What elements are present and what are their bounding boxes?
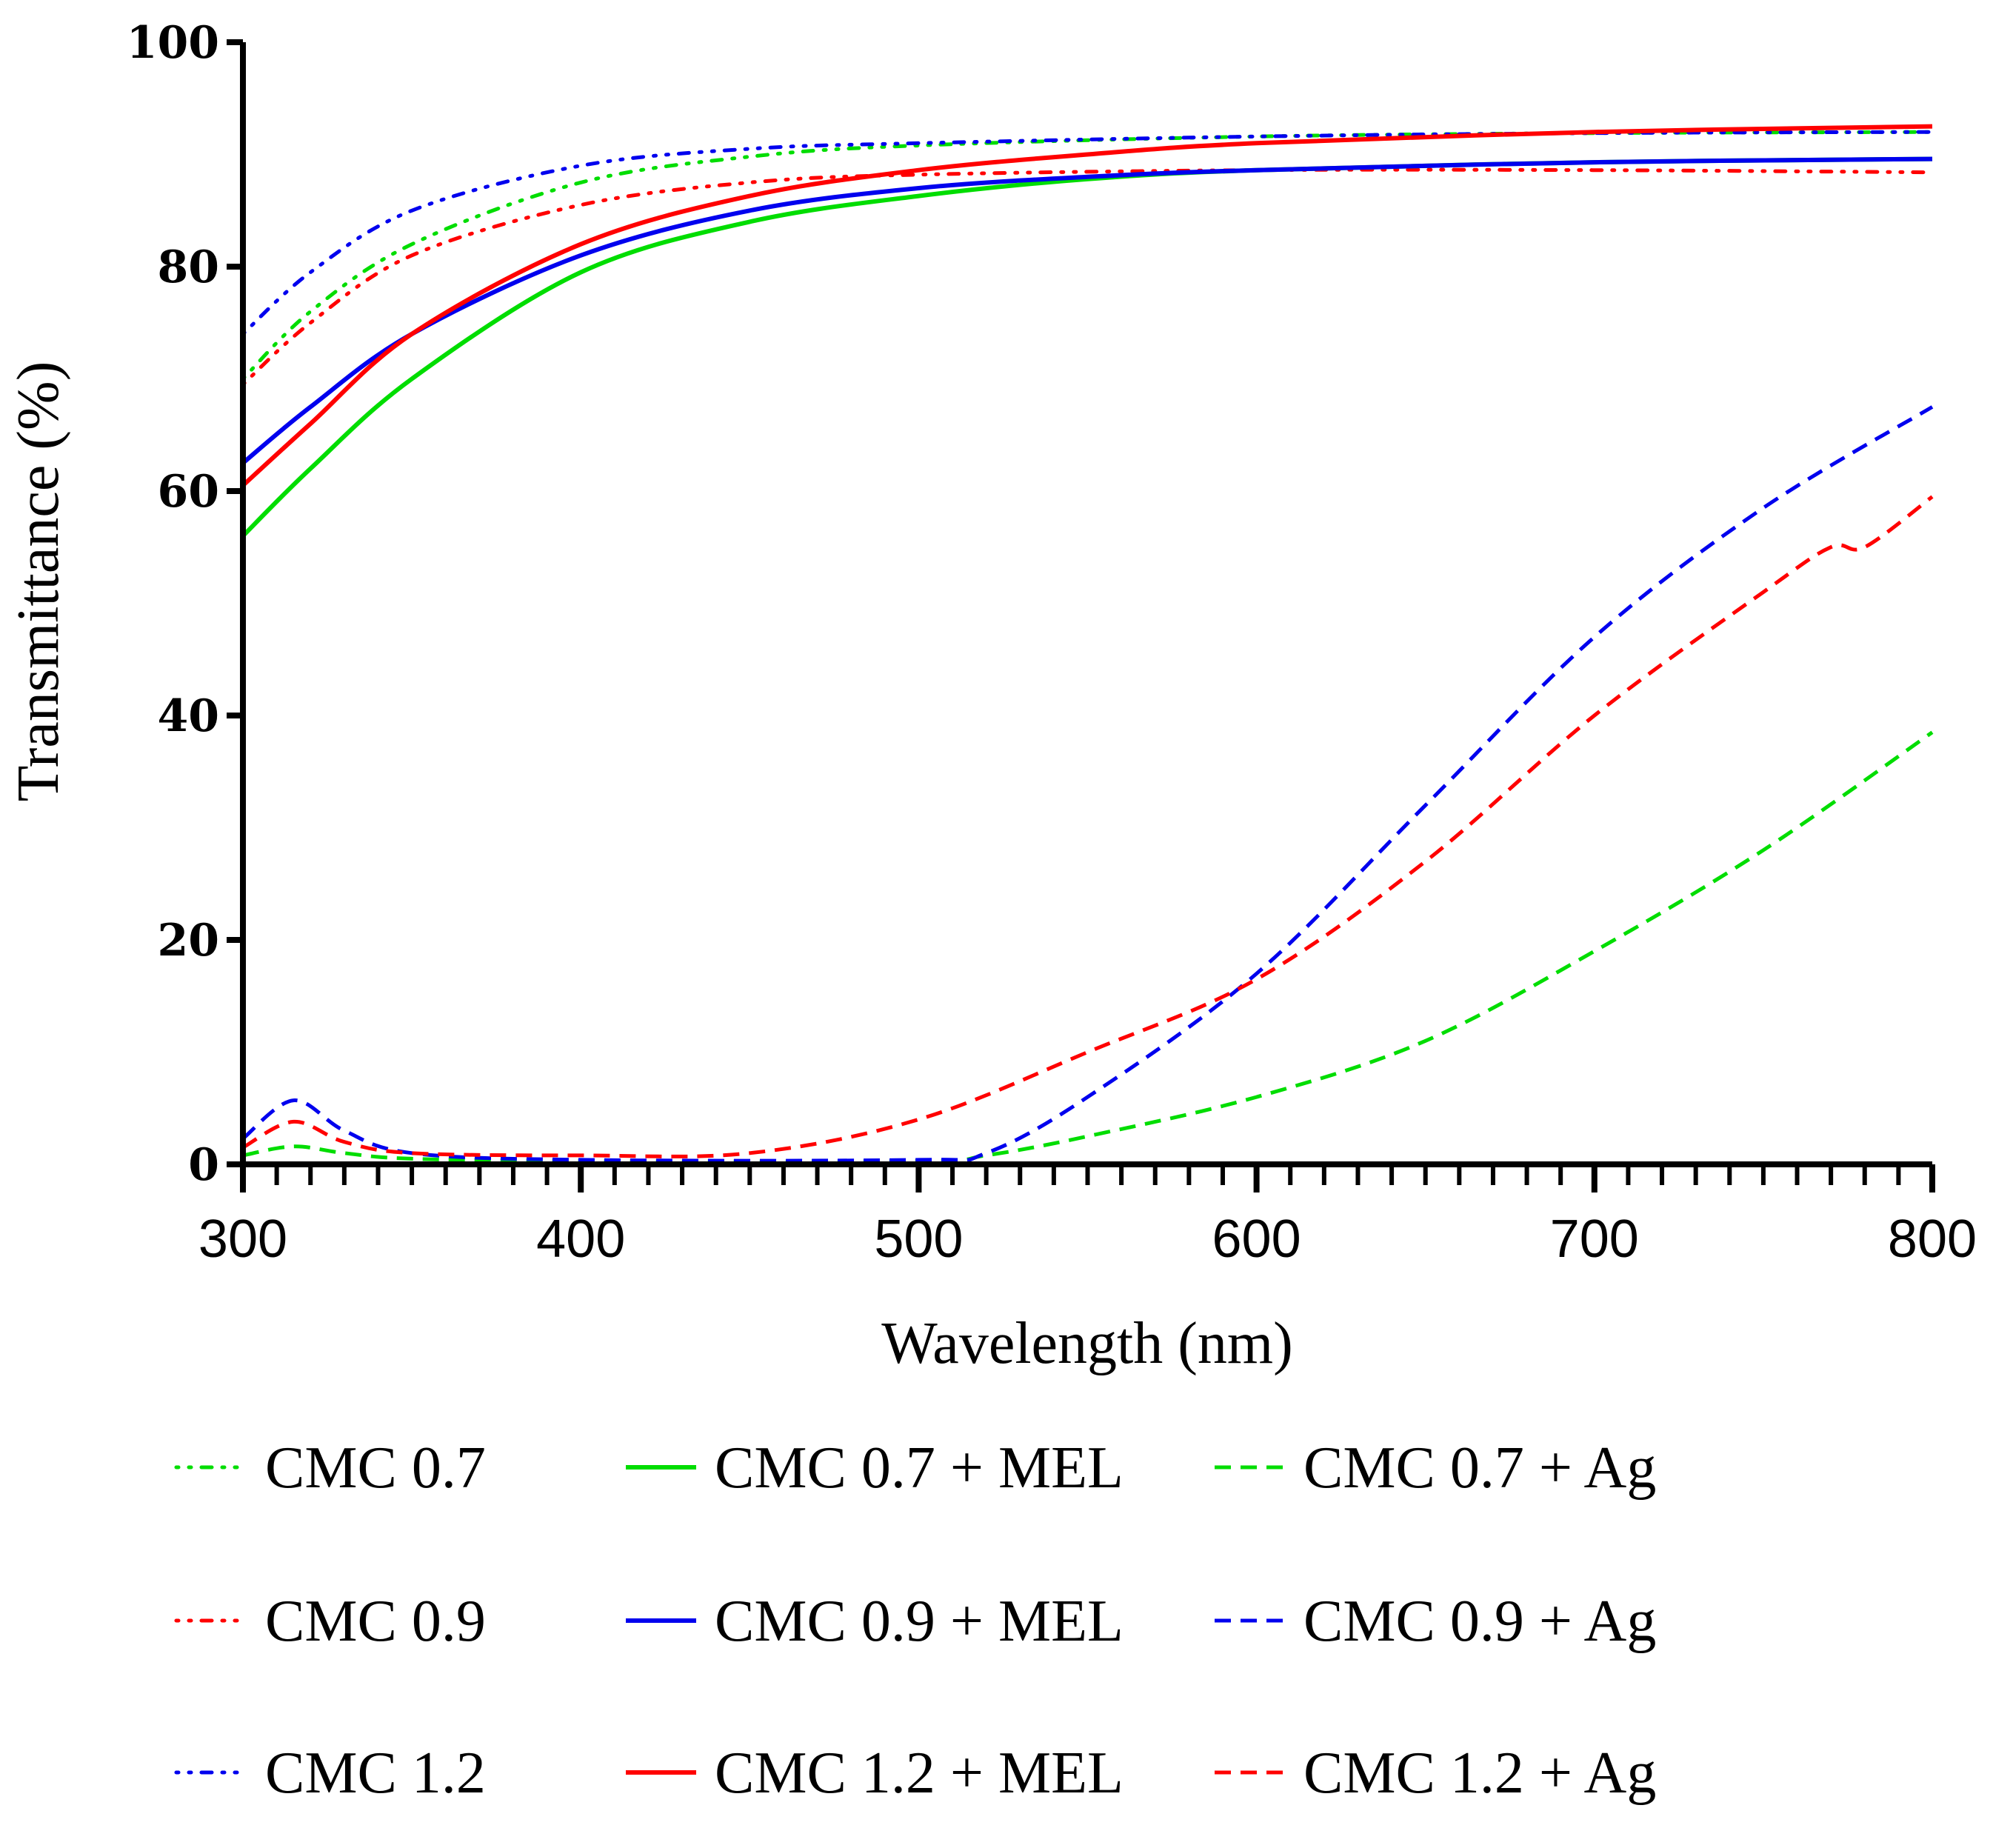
- x-tick-label-5: 800: [1888, 1210, 1977, 1269]
- legend-item-7: CMC 0.9 + Ag: [1215, 1589, 1656, 1654]
- legend-item-6: CMC 0.7 + Ag: [1215, 1435, 1656, 1501]
- legend-item-0: CMC 0.7: [174, 1435, 486, 1501]
- x-tick-label-2: 500: [874, 1210, 963, 1269]
- legend-label-3: CMC 0.7 + MEL: [715, 1435, 1124, 1501]
- legend-label-7: CMC 0.9 + Ag: [1303, 1589, 1656, 1654]
- legend-label-1: CMC 0.9: [265, 1589, 486, 1654]
- legend-label-2: CMC 1.2: [265, 1741, 486, 1806]
- series-line-8: [241, 495, 1934, 1158]
- y-tick-label-2: 40: [158, 690, 220, 742]
- series-line-4: [241, 156, 1933, 465]
- x-tick-label-0: 300: [198, 1210, 287, 1269]
- series-layer: [241, 124, 1934, 1164]
- x-tick-label-3: 600: [1212, 1210, 1301, 1269]
- y-tick-label-1: 20: [158, 915, 220, 967]
- series-line-0: [241, 130, 1934, 381]
- series-line-1: [241, 167, 1934, 387]
- legend-item-1: CMC 0.9: [174, 1589, 486, 1654]
- legend-item-3: CMC 0.7 + MEL: [626, 1435, 1124, 1501]
- x-tick-label-4: 700: [1550, 1210, 1639, 1269]
- y-tick-label-4: 80: [158, 241, 220, 293]
- legend-label-4: CMC 0.9 + MEL: [715, 1589, 1124, 1654]
- x-tick-label-1: 400: [536, 1210, 625, 1269]
- legend: CMC 0.7 CMC 0.9 CMC 1.2 CMC 0.7 + MEL CMC 0.…: [174, 1435, 1656, 1806]
- tick-labels: 0 20 40 60 80 100 300 400 500 600 700 800: [127, 17, 1977, 1269]
- legend-label-0: CMC 0.7: [265, 1435, 486, 1501]
- ticks: [227, 39, 1935, 1192]
- legend-label-8: CMC 1.2 + Ag: [1303, 1741, 1656, 1806]
- legend-item-5: CMC 1.2 + MEL: [626, 1741, 1124, 1806]
- y-tick-label-3: 60: [158, 466, 220, 518]
- series-line-2: [241, 130, 1934, 336]
- y-axis-title: Transmittance (%): [6, 361, 71, 802]
- legend-item-2: CMC 1.2: [174, 1741, 486, 1806]
- series-line-5: [241, 124, 1933, 487]
- series-line-6: [242, 730, 1934, 1164]
- legend-item-4: CMC 0.9 + MEL: [626, 1589, 1124, 1654]
- series-line-3: [241, 156, 1933, 538]
- y-tick-label-0: 0: [188, 1139, 219, 1191]
- legend-label-6: CMC 0.7 + Ag: [1303, 1435, 1656, 1501]
- legend-item-8: CMC 1.2 + Ag: [1215, 1741, 1656, 1806]
- y-tick-label-5: 100: [127, 17, 219, 69]
- x-axis-title: Wavelength (nm): [881, 1311, 1293, 1376]
- legend-label-5: CMC 1.2 + MEL: [715, 1741, 1124, 1806]
- series-line-7: [241, 405, 1934, 1163]
